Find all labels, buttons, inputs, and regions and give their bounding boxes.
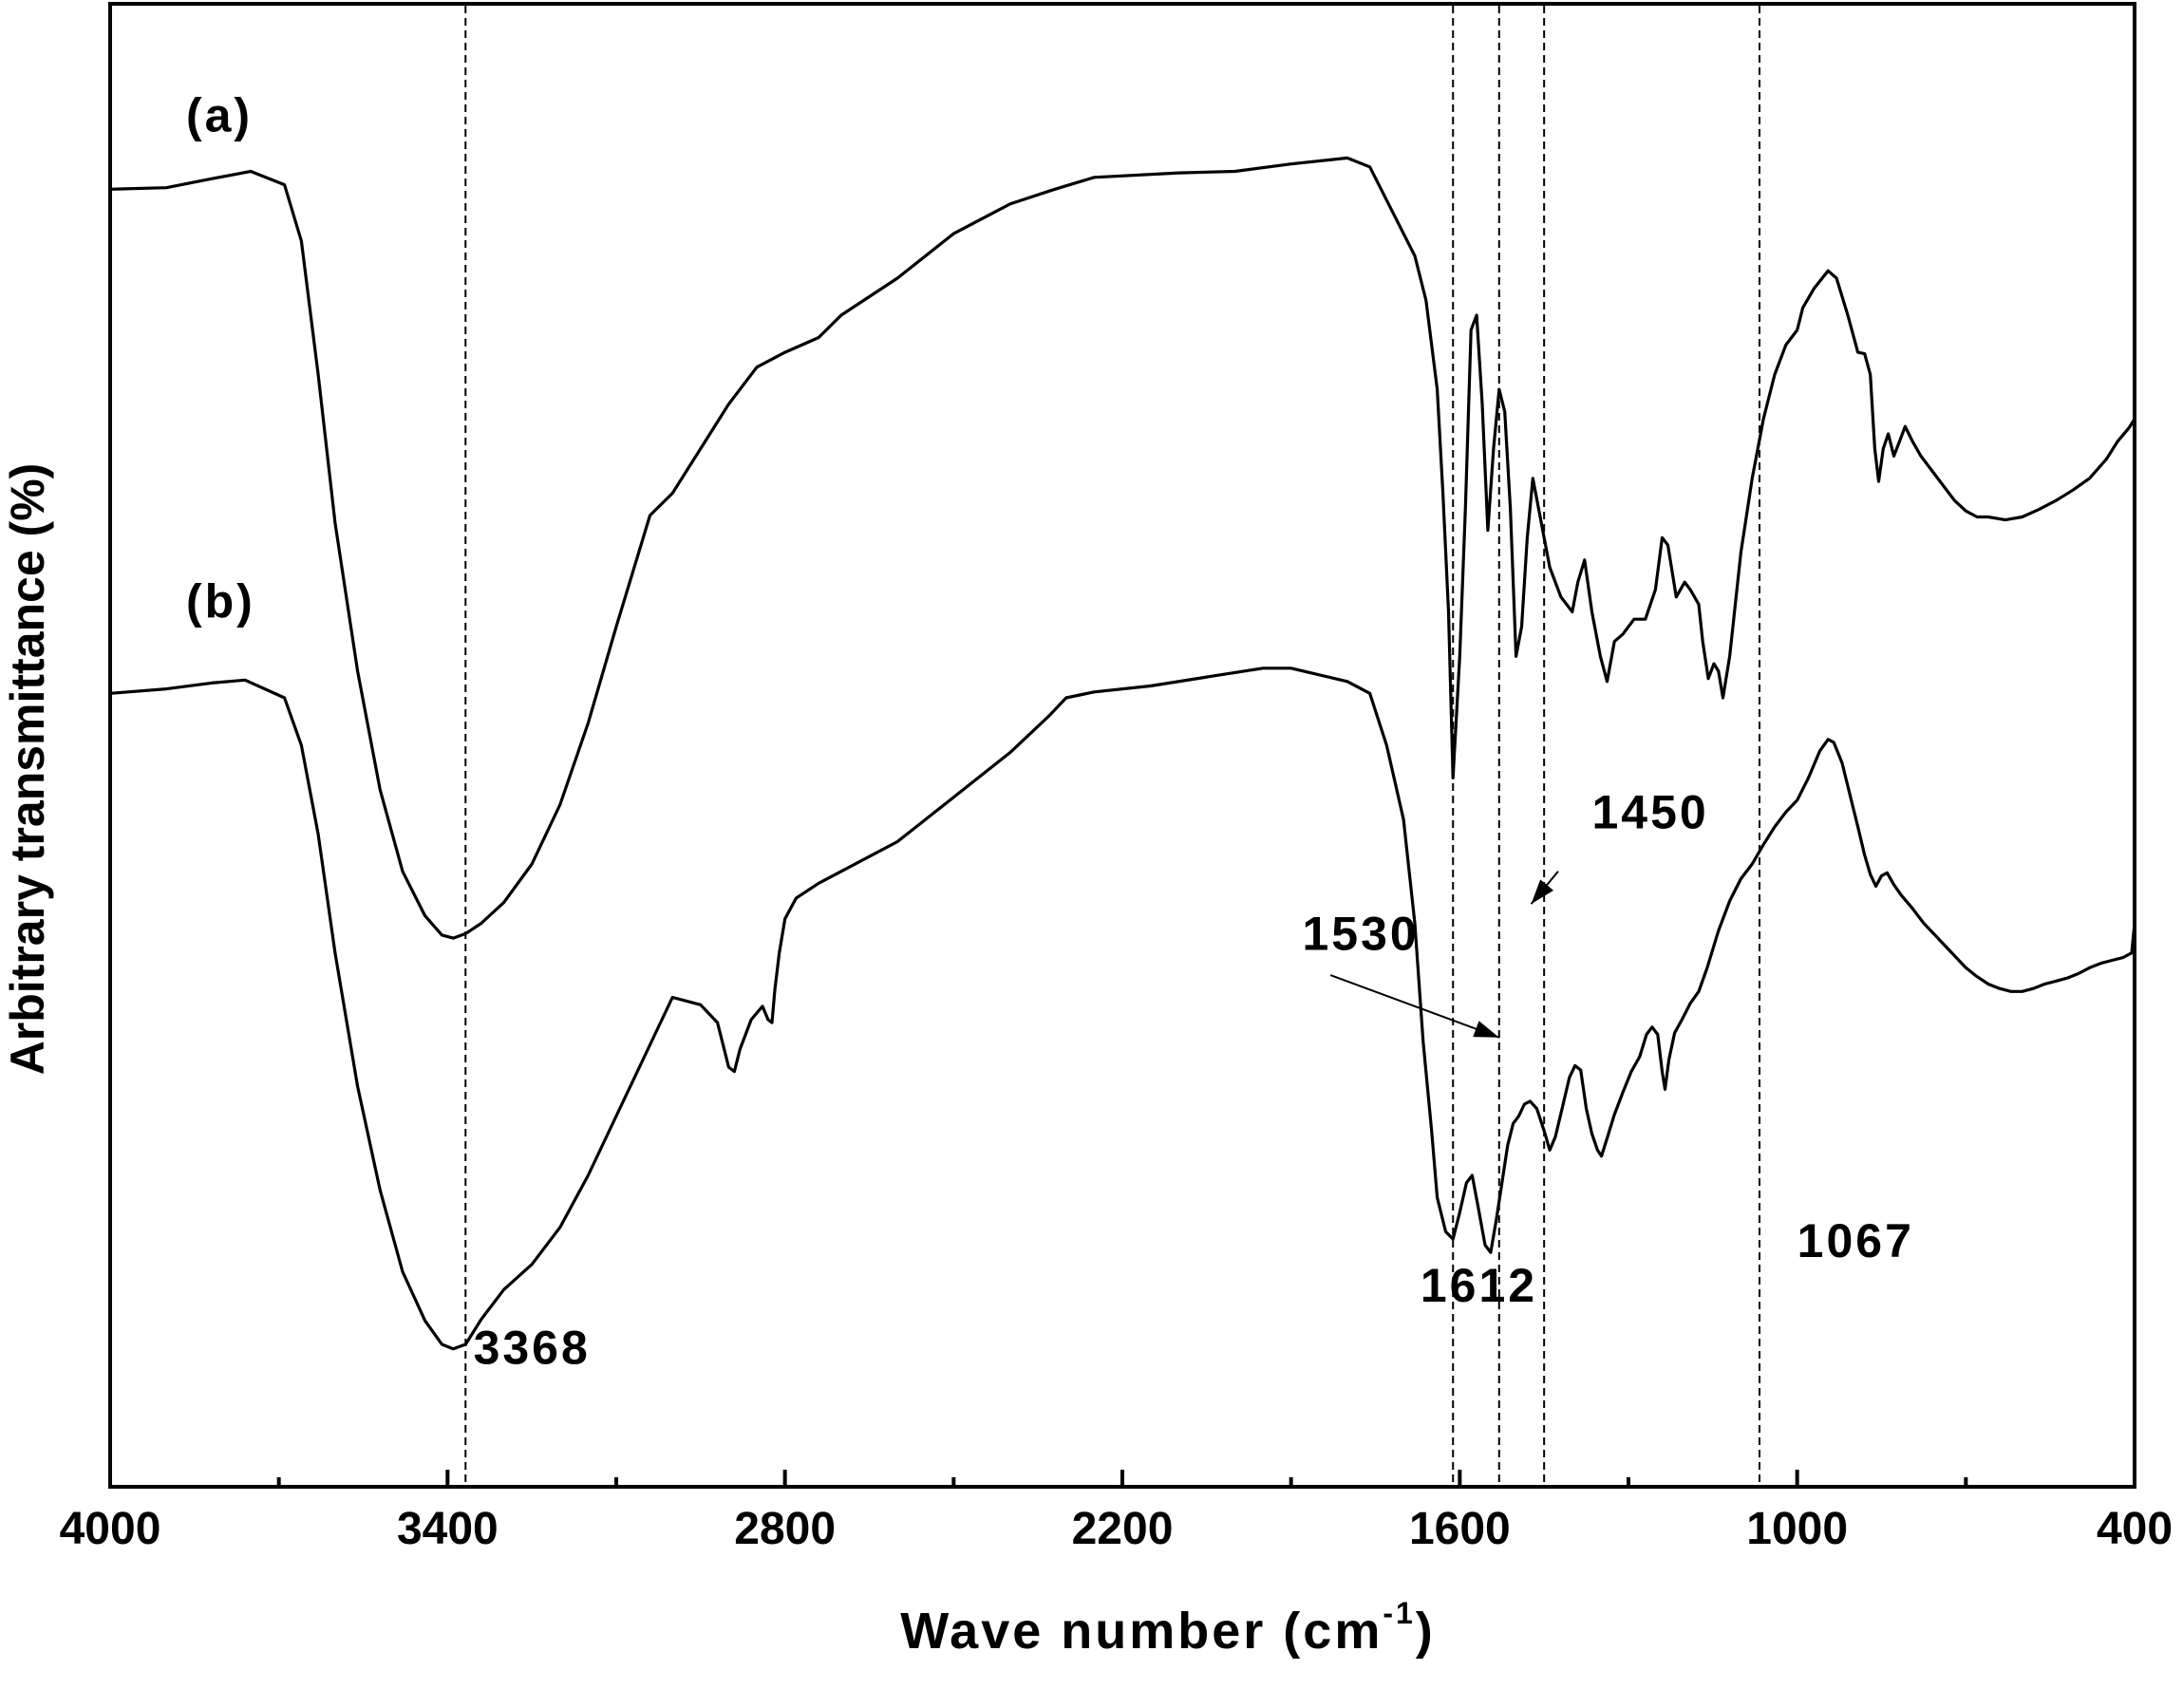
annotation-label-1612: 1612 [1421,1259,1537,1312]
arrow-head-1 [1531,879,1554,905]
x-axis-label: Wave number (cm-1) [900,1596,1436,1660]
annotation-label-1450: 1450 [1592,785,1709,838]
series-line-a [109,156,2136,940]
y-axis-label: Arbitrary transmittance (%) [1,463,54,1076]
annotation-label-1530: 1530 [1303,908,1420,961]
peak-annotations: (a) (b) 3368 1612 1067 1450 1530 [186,88,1914,1374]
arrow-head-0 [1473,1021,1499,1038]
annotation-label-b: (b) [186,575,255,629]
x-tick-label-2800: 2800 [734,1504,836,1554]
x-tick-label-4000: 4000 [60,1504,161,1554]
x-tick-label-2200: 2200 [1072,1504,1174,1554]
annotation-label-1067: 1067 [1797,1214,1914,1267]
annotation-label-a: (a) [186,88,253,141]
x-tick-label-3400: 3400 [397,1504,499,1554]
spectra-series [109,156,2136,1351]
x-axis-label-text: Wave number (cm [900,1603,1383,1660]
x-axis-label-superscript: -1 [1383,1596,1415,1630]
x-axis-label-close: ) [1416,1603,1436,1660]
x-tick-label-1000: 1000 [1746,1504,1848,1554]
arrow-shaft-0 [1329,974,1500,1039]
annotation-arrows [1329,871,1559,1039]
x-axis-ticks: 4000 3400 2800 2200 1600 1000 400 [60,1470,2173,1554]
annotation-label-3368: 3368 [474,1321,591,1374]
reference-lines [464,6,1760,1485]
x-tick-label-1600: 1600 [1409,1504,1511,1554]
series-line-b [109,666,2136,1351]
x-tick-label-400: 400 [2097,1504,2173,1554]
